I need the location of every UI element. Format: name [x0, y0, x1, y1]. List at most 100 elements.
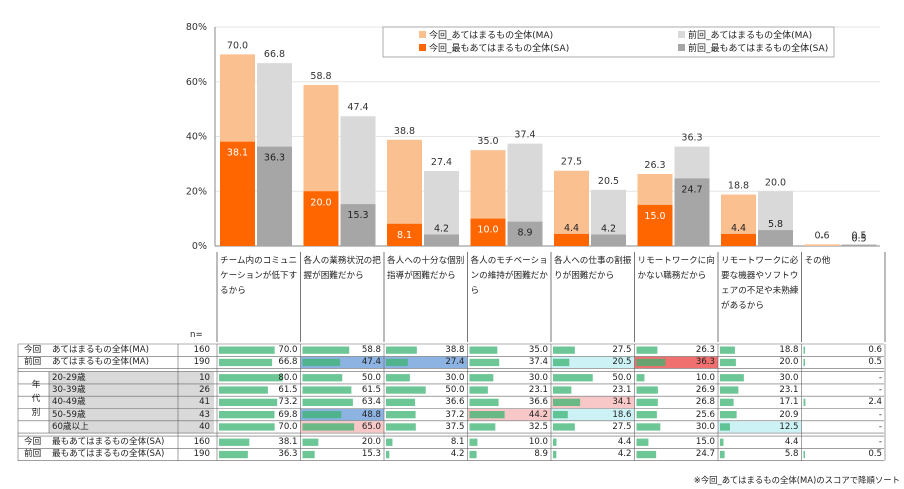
cell-bar — [469, 411, 505, 419]
bar-ma-now — [804, 244, 840, 246]
bar-sa-prev — [758, 230, 793, 246]
legend-swatch — [678, 31, 685, 38]
data-label-ma: 66.8 — [264, 49, 285, 60]
cell-bar — [219, 358, 273, 367]
bar-ma-now — [554, 170, 589, 246]
cell-bar — [302, 438, 319, 446]
cell-bar — [469, 374, 494, 382]
cell-highlight — [718, 421, 802, 433]
cell-bar — [302, 374, 343, 382]
data-label-ma: 58.8 — [310, 71, 331, 82]
data-label-ma: 37.4 — [514, 130, 535, 141]
cell-bar — [469, 398, 499, 406]
cell-bar — [636, 423, 661, 431]
legend-label: 前回_あてはまるもの全体(MA) — [688, 29, 812, 41]
y-tick-label: 60% — [186, 77, 207, 88]
cell-bar — [553, 423, 575, 431]
cell-bar — [636, 386, 658, 394]
data-label-ma: 26.3 — [644, 160, 665, 171]
data-label-ma: 36.3 — [681, 133, 702, 144]
bar-sa-now — [303, 191, 339, 246]
cell-bar — [720, 374, 744, 382]
cell-bar — [720, 398, 734, 406]
cell-bar — [469, 438, 478, 446]
bar-sa-prev — [591, 234, 626, 246]
data-label-ma: 38.8 — [394, 126, 415, 137]
cell-bar — [469, 423, 496, 431]
age-row-bg — [49, 371, 214, 384]
y-tick-label: 40% — [186, 132, 207, 143]
bar-ma-prev — [424, 170, 459, 246]
cell-highlight — [300, 409, 384, 421]
cell-bar — [636, 398, 658, 406]
cell-bar — [386, 374, 410, 382]
cell-bar — [469, 450, 477, 459]
cell-bar — [386, 398, 416, 406]
data-label-ma: 70.0 — [227, 40, 248, 51]
data-label-sa: 24.7 — [681, 184, 702, 195]
cell-bar — [636, 411, 657, 419]
cell-bar — [636, 358, 666, 367]
cell-bar — [720, 386, 739, 394]
data-label-sa: 20.0 — [310, 197, 331, 208]
cell-bar — [386, 411, 416, 419]
data-label-ma: 35.0 — [477, 136, 498, 147]
cell-highlight — [634, 356, 718, 369]
cell-highlight — [384, 356, 468, 369]
cell-bar — [720, 423, 730, 431]
cell-bar — [636, 438, 649, 446]
data-label-ma: 0.6 — [814, 230, 829, 241]
data-label-ma: 27.4 — [431, 157, 452, 168]
data-label-sa: 10.0 — [477, 225, 498, 236]
legend-box — [382, 26, 835, 58]
bar-sa-prev — [841, 244, 877, 246]
cell-bar — [553, 398, 581, 406]
cell-bar — [553, 450, 557, 459]
data-label-ma: 0.5 — [851, 231, 866, 242]
bar-sa-now — [220, 141, 255, 246]
cell-bar — [720, 358, 736, 367]
data-label-ma: 20.0 — [765, 177, 786, 188]
cell-bar — [720, 411, 737, 419]
bar-sa-now — [387, 223, 422, 246]
cell-highlight — [467, 409, 551, 421]
cell-bar — [386, 423, 416, 431]
age-row-bg — [49, 408, 214, 421]
bar-sa-prev — [674, 178, 710, 246]
age-row-bg — [49, 396, 214, 409]
cell-bar — [219, 398, 278, 406]
cell-highlight — [551, 356, 635, 369]
cell-bar — [553, 386, 572, 394]
cell-highlight — [551, 409, 635, 421]
cell-bar — [553, 346, 575, 354]
data-label-sa: 38.1 — [227, 148, 248, 159]
cell-bar — [219, 450, 248, 459]
data-label-sa: 4.4 — [564, 223, 579, 234]
data-label-ma: 18.8 — [728, 181, 749, 192]
cell-bar — [302, 398, 353, 406]
cell-bar — [553, 438, 557, 446]
legend-swatch — [678, 44, 685, 51]
legend-label: 今回_あてはまるもの全体(MA) — [429, 29, 553, 41]
data-label-sa: 8.9 — [517, 228, 532, 239]
bar-sa-now — [637, 204, 673, 246]
cell-bar — [386, 450, 390, 459]
cell-bar — [636, 374, 645, 382]
cell-bar — [302, 423, 355, 431]
bar-sa-prev — [340, 204, 376, 246]
data-label-sa: 4.4 — [731, 223, 746, 234]
data-label-sa: 15.3 — [347, 210, 368, 221]
cell-bar — [720, 346, 735, 354]
data-label-sa: 36.3 — [264, 153, 285, 164]
cell-highlight — [300, 356, 384, 369]
cell-bar — [386, 438, 393, 446]
cell-bar — [803, 398, 806, 406]
bar-sa-now — [554, 233, 589, 246]
cell-bar — [219, 423, 275, 431]
bar-sa-prev — [257, 146, 292, 246]
cell-bar — [553, 411, 568, 419]
cell-bar — [636, 346, 658, 354]
cell-bar — [469, 358, 500, 367]
legend-label: 今回_最もあてはまるもの全体(SA) — [429, 42, 569, 54]
